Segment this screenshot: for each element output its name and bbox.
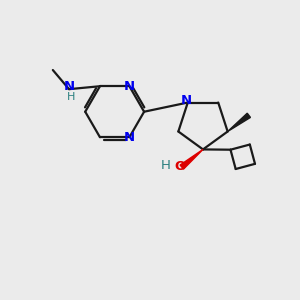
Text: N: N	[181, 94, 192, 107]
Text: N: N	[64, 80, 75, 93]
Text: N: N	[124, 80, 135, 93]
Text: H: H	[161, 159, 170, 172]
Polygon shape	[180, 149, 203, 169]
Text: O: O	[175, 160, 186, 173]
Text: H: H	[67, 92, 76, 102]
Polygon shape	[228, 113, 250, 131]
Text: N: N	[124, 131, 135, 144]
